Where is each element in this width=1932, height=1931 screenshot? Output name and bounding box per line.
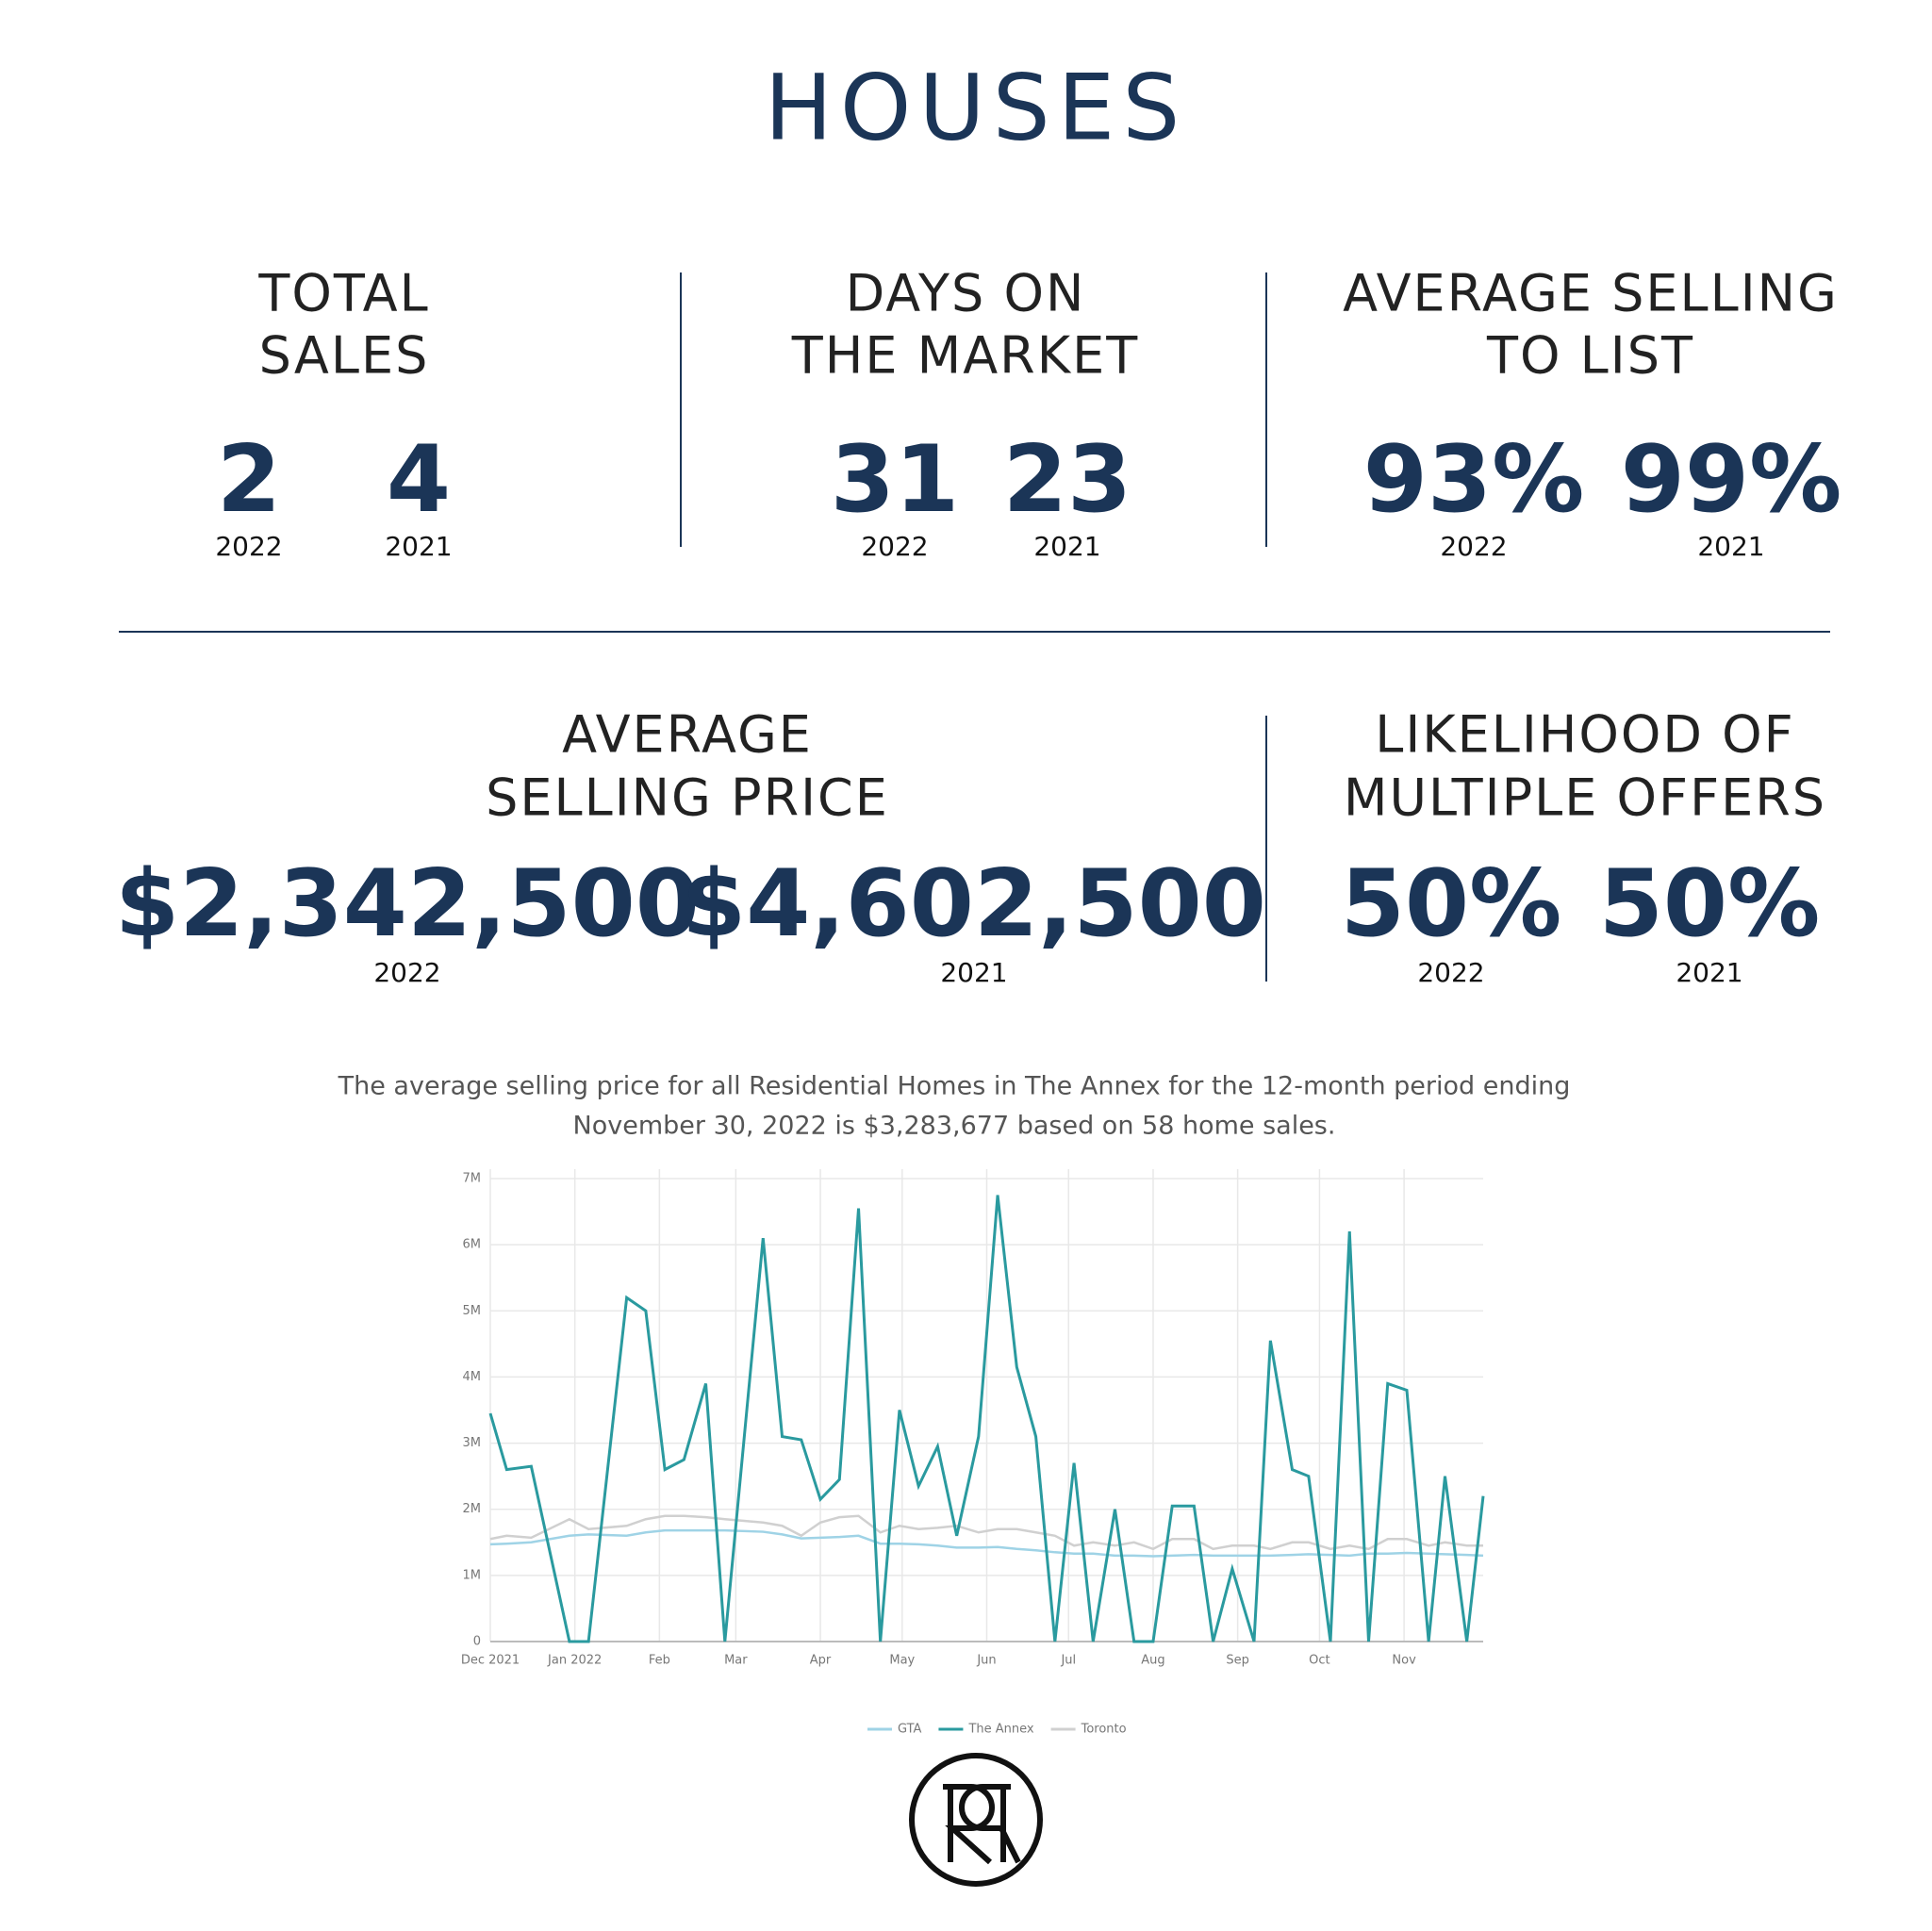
line-series bbox=[489, 1514, 1483, 1551]
x-tick-label: Aug bbox=[1141, 1654, 1164, 1668]
stat-label: LIKELIHOOD OF bbox=[1375, 705, 1794, 765]
stat-value: 23 bbox=[1003, 426, 1131, 534]
x-tick-label: Mar bbox=[724, 1654, 748, 1668]
stat-year: 2022 bbox=[215, 531, 282, 562]
stat-value: $2,342,500 bbox=[115, 850, 700, 958]
stat-year: 2022 bbox=[861, 531, 928, 562]
x-tick-label: Dec 2021 bbox=[461, 1654, 520, 1668]
stat-year: 2022 bbox=[373, 957, 440, 988]
stat-year: 2021 bbox=[1676, 957, 1742, 988]
stat-label: SELLING PRICE bbox=[486, 768, 889, 828]
stat-label: TO LIST bbox=[1486, 326, 1694, 386]
x-tick-label: Jul bbox=[1060, 1654, 1076, 1668]
stat-value: 99% bbox=[1621, 426, 1842, 534]
stat-value: 93% bbox=[1363, 426, 1585, 534]
legend-label: The Annex bbox=[967, 1723, 1033, 1737]
stat-label: AVERAGE bbox=[562, 705, 813, 765]
x-tick-label: May bbox=[889, 1654, 915, 1668]
stat-value: 2 bbox=[217, 426, 281, 534]
stat-label: AVERAGE SELLING bbox=[1343, 264, 1839, 323]
legend-label: Toronto bbox=[1081, 1723, 1127, 1737]
x-tick-label: Oct bbox=[1309, 1654, 1329, 1668]
stat-value: $4,602,500 bbox=[682, 850, 1266, 958]
y-tick-label: 0 bbox=[473, 1635, 481, 1649]
stat-year: 2022 bbox=[1440, 531, 1507, 562]
stat-label: THE MARKET bbox=[791, 326, 1139, 386]
legend-label: GTA bbox=[898, 1723, 922, 1737]
stat-label: DAYS ON bbox=[846, 264, 1086, 323]
stat-year: 2022 bbox=[1417, 957, 1484, 988]
x-tick-label: Jun bbox=[976, 1654, 996, 1668]
page-title: HOUSES bbox=[765, 55, 1188, 160]
y-tick-label: 6M bbox=[463, 1238, 482, 1252]
y-tick-label: 2M bbox=[463, 1502, 482, 1516]
caption: November 30, 2022 is $3,283,677 based on… bbox=[573, 1112, 1336, 1141]
y-tick-label: 1M bbox=[463, 1568, 482, 1582]
line-series bbox=[488, 1195, 1485, 1643]
stat-label: SALES bbox=[259, 326, 430, 386]
x-tick-label: Feb bbox=[649, 1654, 670, 1668]
y-tick-label: 4M bbox=[463, 1370, 482, 1384]
y-tick-label: 3M bbox=[463, 1436, 482, 1450]
line-series bbox=[489, 1528, 1484, 1558]
x-tick-label: Jan 2022 bbox=[547, 1654, 602, 1668]
stat-label: MULTIPLE OFFERS bbox=[1344, 768, 1826, 828]
caption: The average selling price for all Reside… bbox=[338, 1072, 1571, 1101]
stat-value: 4 bbox=[387, 426, 451, 534]
stat-value: 50% bbox=[1341, 850, 1562, 958]
stat-year: 2021 bbox=[385, 531, 452, 562]
logo bbox=[909, 1753, 1043, 1887]
stat-value: 31 bbox=[831, 426, 959, 534]
stat-label: TOTAL bbox=[257, 264, 429, 323]
y-tick-label: 7M bbox=[463, 1172, 482, 1186]
x-tick-label: Nov bbox=[1392, 1654, 1416, 1668]
y-tick-label: 5M bbox=[463, 1304, 482, 1318]
stat-value: 50% bbox=[1599, 850, 1821, 958]
stat-year: 2021 bbox=[1033, 531, 1100, 562]
stat-year: 2021 bbox=[940, 957, 1007, 988]
stat-year: 2021 bbox=[1697, 531, 1764, 562]
x-tick-label: Sep bbox=[1226, 1654, 1249, 1668]
x-tick-label: Apr bbox=[810, 1654, 832, 1668]
